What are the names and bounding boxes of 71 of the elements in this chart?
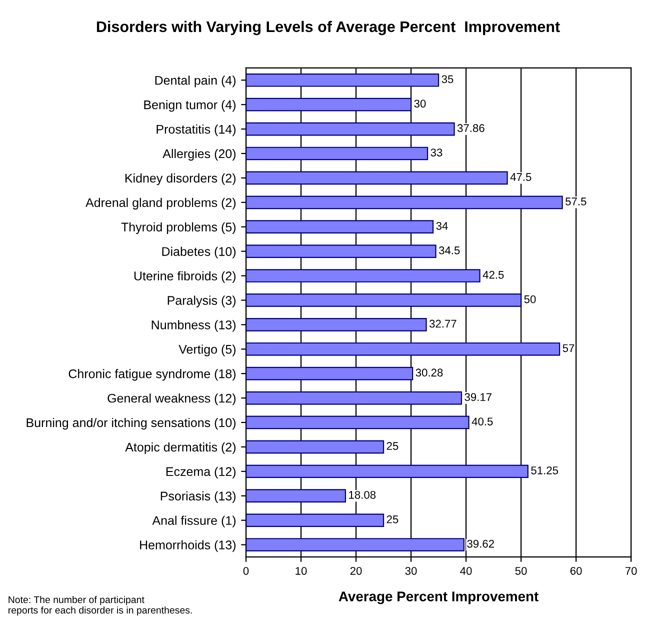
bar — [246, 196, 563, 210]
bar — [246, 416, 470, 430]
y-tick-label: Dental pain (4) — [155, 76, 236, 88]
data-label: 34 — [436, 222, 448, 230]
y-tick-label: Kidney disorders (2) — [125, 173, 236, 186]
y-tick-label: Diabetes (10) — [162, 246, 236, 258]
y-tick-label: Adrenal gland problems (2) — [86, 198, 236, 210]
data-label: 33 — [430, 148, 442, 156]
data-label: 18.08 — [349, 490, 376, 499]
y-tick-label: Burning and/or itching sensations (10) — [26, 418, 236, 430]
data-label: 25 — [386, 515, 398, 524]
bar — [246, 366, 414, 380]
data-label: 37.86 — [457, 124, 484, 132]
data-label: 57.5 — [566, 198, 586, 206]
x-tick-label: 10 — [296, 566, 307, 575]
bar — [246, 489, 346, 502]
x-tick-label: 0 — [243, 566, 249, 575]
bar — [246, 294, 522, 307]
y-tick-label: Psoriasis (13) — [160, 491, 236, 503]
data-label: 57 — [562, 344, 574, 352]
chart-title: Disorders with Varying Levels of Average Percent Improvement — [96, 20, 560, 36]
bar — [246, 98, 412, 112]
data-label: 30.28 — [416, 368, 443, 377]
data-label: 47.5 — [510, 173, 532, 181]
data-label: 39.17 — [464, 393, 492, 401]
y-tick-label: Prostatitis (14) — [156, 124, 236, 136]
y-tick-label: Chronic fatigue syndrome (18) — [68, 369, 236, 381]
y-tick-label: Paralysis (3) — [168, 296, 236, 308]
x-tick-label: 60 — [570, 566, 582, 575]
y-tick-label: Thyroid problems (5) — [121, 222, 236, 234]
bar — [246, 171, 508, 185]
x-tick-label: 70 — [625, 566, 637, 575]
bar — [246, 73, 440, 87]
data-label: 39.62 — [467, 540, 494, 548]
bar — [246, 440, 384, 454]
data-label: 42.5 — [482, 270, 504, 279]
text: Note: The number of participant reports for each disorder is in parentheses. — [8, 596, 192, 616]
data-label: 30 — [414, 100, 426, 108]
bar — [246, 514, 384, 527]
bar — [246, 538, 465, 552]
data-label: 35 — [442, 75, 454, 84]
bar — [246, 342, 560, 356]
bar — [246, 318, 427, 332]
bar — [246, 269, 480, 282]
data-label: 50 — [524, 295, 536, 304]
x-tick-label: 20 — [350, 566, 362, 575]
y-tick-label: Atopic dermatitis (2) — [125, 442, 236, 454]
y-tick-label: Benign tumor (4) — [144, 100, 236, 112]
data-label: 32.77 — [429, 320, 456, 328]
y-tick-label: Hemorrhoids (13) — [140, 540, 236, 552]
bar — [246, 122, 455, 136]
x-axis-title: Average Percent Improvement — [338, 592, 538, 604]
x-tick-label: 50 — [515, 566, 527, 575]
bar — [246, 464, 528, 478]
bar — [246, 146, 428, 160]
bar — [246, 391, 462, 405]
data-label: 34.5 — [438, 246, 460, 254]
x-tick-label: 30 — [405, 566, 417, 575]
y-tick-label: Uterine fibroids (2) — [134, 271, 236, 283]
y-tick-label: Vertigo (5) — [178, 344, 236, 356]
y-tick-label: Allergies (20) — [162, 148, 236, 161]
bar — [246, 220, 434, 234]
data-label: 40.5 — [472, 418, 493, 426]
y-tick-label: Eczema (12) — [166, 466, 236, 478]
data-label: 51.25 — [531, 466, 558, 474]
y-tick-label: General weakness (12) — [108, 393, 236, 406]
data-label: 25 — [386, 442, 398, 450]
x-tick-label: 40 — [460, 566, 472, 575]
y-tick-label: Numbness (13) — [152, 320, 236, 332]
y-tick-label: Anal fissure (1) — [152, 516, 236, 528]
bar — [246, 244, 436, 258]
